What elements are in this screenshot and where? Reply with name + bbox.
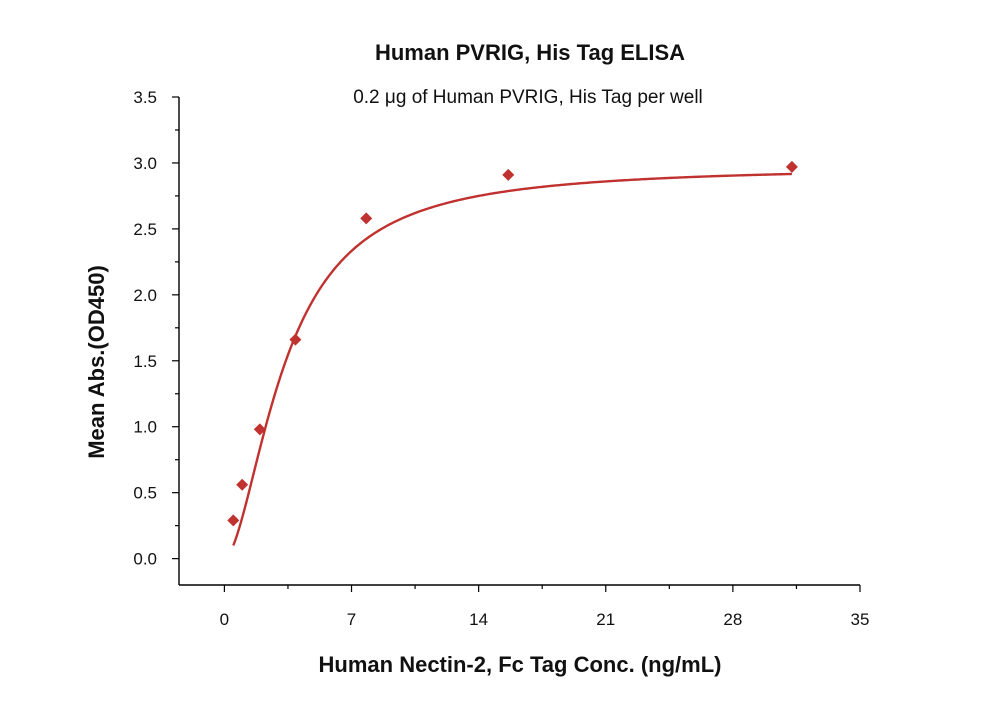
data-point [227,514,240,527]
fit-curve [232,172,792,546]
x-tick-label: 0 [220,610,229,629]
x-tick-label: 21 [596,610,615,629]
y-tick-label: 3.0 [133,154,157,173]
y-tick-label: 1.5 [133,352,157,371]
x-axis-title: Human Nectin-2, Fc Tag Conc. (ng/mL) [319,652,722,677]
y-tick-label: 0.0 [133,550,157,569]
y-tick-label: 1.0 [133,418,157,437]
y-tick-label: 2.0 [133,286,157,305]
data-point [360,212,373,225]
x-tick-label: 7 [347,610,356,629]
chart-subtitle: 0.2 μg of Human PVRIG, His Tag per well [353,87,703,108]
x-tick-label: 28 [723,610,742,629]
data-point [785,160,798,173]
data-point [289,333,302,346]
chart-title: Human PVRIG, His Tag ELISA [375,40,685,65]
data-point [236,478,249,491]
y-tick-label: 2.5 [133,220,157,239]
fit-curve-group [232,172,792,546]
x-tick-label: 35 [851,610,870,629]
axes: 0.0 0.5 1.0 1.5 2.0 2.5 3.0 3.5 0 7 14 21 28 35 [133,88,869,629]
x-tick-label: 14 [469,610,488,629]
data-point [502,168,515,181]
data-point [253,423,266,436]
data-points [227,160,798,527]
y-tick-label: 3.5 [133,88,157,107]
y-axis-title: Mean Abs.(OD450) [84,265,109,459]
y-tick-label: 0.5 [133,484,157,503]
